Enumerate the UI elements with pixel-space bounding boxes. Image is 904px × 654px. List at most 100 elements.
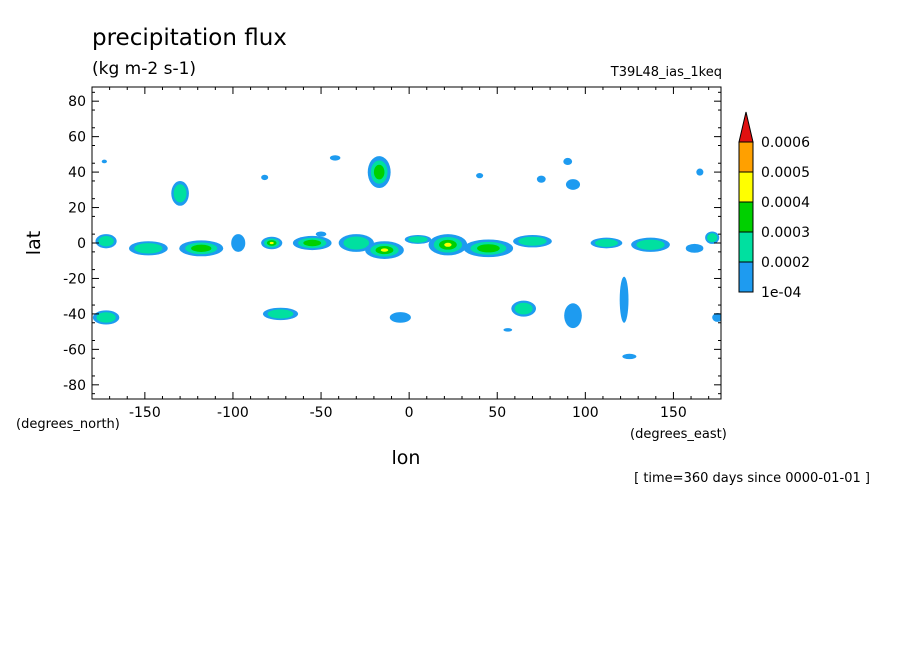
precip-contour-level — [477, 244, 500, 253]
precip-contour-level — [712, 313, 721, 322]
precip-region — [171, 180, 189, 206]
chart-units: (kg m-2 s-1) — [92, 59, 196, 79]
precip-contour-level — [343, 236, 370, 250]
y-tick-label: 40 — [68, 165, 86, 181]
x-tick-labels: -150 -100 -50 0 50 100 150 — [129, 405, 687, 421]
y-tick-label: -20 — [63, 271, 86, 287]
precip-contour-level — [261, 174, 269, 181]
x-tick-label: -150 — [129, 405, 161, 421]
precip-region — [404, 235, 432, 244]
precip-contour-level — [685, 243, 704, 253]
y-tick-label: 20 — [68, 201, 86, 217]
precip-region — [261, 236, 283, 250]
x-tick-label: -50 — [310, 405, 333, 421]
precip-region — [101, 159, 107, 164]
chart-title: precipitation flux — [92, 25, 287, 51]
precip-contour-level — [476, 172, 484, 179]
colorbar-swatch — [738, 261, 754, 293]
precip-region — [338, 234, 374, 252]
precip-contour-level — [191, 244, 212, 252]
y-tick-label: 0 — [77, 236, 86, 252]
precip-contour-level — [380, 248, 389, 252]
precip-region — [619, 276, 629, 323]
colorbar-overflow-triangle — [738, 111, 754, 143]
y-units-label: (degrees_north) — [16, 417, 120, 432]
precip-contour-level — [269, 241, 274, 245]
time-note: [ time=360 days since 0000-01-01 ] — [634, 471, 870, 486]
precip-region — [367, 156, 391, 189]
precip-region — [511, 300, 536, 317]
precip-contour-level — [173, 184, 187, 203]
precip-contour-level — [518, 236, 547, 246]
precip-region — [536, 175, 546, 183]
x-axis-label: lon — [392, 447, 421, 469]
precip-contour-level — [96, 312, 116, 323]
x-tick-label: 100 — [572, 405, 599, 421]
precip-contour-level — [444, 242, 452, 247]
precip-contour-level — [303, 239, 322, 247]
precip-region — [476, 172, 484, 179]
colorbar-label: 0.0006 — [761, 135, 810, 151]
precip-contour-level — [536, 175, 546, 183]
colorbar-label: 1e-04 — [761, 285, 801, 301]
y-tick-label: 60 — [68, 130, 86, 146]
precip-contour-level — [622, 353, 637, 360]
precip-contour-level — [514, 302, 533, 315]
precip-region — [696, 168, 704, 176]
x-tick-label: 150 — [660, 405, 687, 421]
precip-region — [712, 313, 721, 322]
precip-contour-level — [594, 239, 619, 247]
colorbar-label: 0.0005 — [761, 165, 810, 181]
precip-region — [315, 231, 327, 237]
precip-region — [262, 307, 299, 321]
colorbar: 1e-04 0.0002 0.0003 0.0004 0.0005 0.0006 — [738, 111, 810, 301]
precip-region — [261, 174, 269, 181]
colorbar-swatch — [738, 231, 754, 263]
axis-ticks — [92, 87, 721, 399]
precip-region — [95, 234, 117, 249]
precip-contour-level — [565, 179, 581, 190]
precip-region — [292, 235, 332, 251]
precip-contour-level — [98, 236, 114, 247]
precip-region — [329, 155, 341, 161]
precip-contour-level — [636, 239, 665, 250]
data-regions — [92, 155, 721, 360]
precip-contour-level — [329, 155, 341, 161]
precip-contour-level — [101, 159, 107, 164]
precip-contour-level — [134, 243, 163, 254]
colorbar-label: 0.0004 — [761, 195, 810, 211]
colorbar-label: 0.0002 — [761, 255, 810, 271]
precip-region — [590, 237, 623, 249]
y-tick-label: -80 — [63, 378, 86, 394]
precip-region — [463, 239, 514, 258]
precip-contour-level — [408, 236, 428, 243]
precip-region — [564, 303, 582, 329]
precip-region — [129, 241, 168, 256]
precip-contour-level — [564, 303, 582, 329]
y-tick-labels: 80 60 40 20 0 -20 -40 -60 -80 — [63, 94, 86, 394]
colorbar-swatch — [738, 171, 754, 203]
colorbar-swatch — [738, 201, 754, 233]
x-tick-label: 0 — [405, 405, 414, 421]
precip-region — [631, 237, 670, 252]
precip-contour-level — [267, 309, 294, 319]
precip-contour-level — [619, 276, 629, 323]
precip-region — [428, 234, 468, 256]
precip-contour-level — [563, 157, 573, 165]
colorbar-label: 0.0003 — [761, 225, 810, 241]
precip-region — [705, 231, 720, 244]
precip-region — [685, 243, 704, 253]
precip-region — [179, 240, 224, 257]
y-tick-label: -40 — [63, 307, 86, 323]
y-tick-label: 80 — [68, 94, 86, 110]
precip-contour-level — [696, 168, 704, 176]
precip-region — [231, 234, 246, 252]
precip-region — [503, 328, 513, 332]
precip-region — [513, 235, 552, 248]
precip-contour-level — [503, 328, 513, 332]
precip-region — [389, 312, 411, 323]
colorbar-swatch — [738, 141, 754, 173]
x-units-label: (degrees_east) — [630, 427, 727, 442]
precip-region — [622, 353, 637, 360]
